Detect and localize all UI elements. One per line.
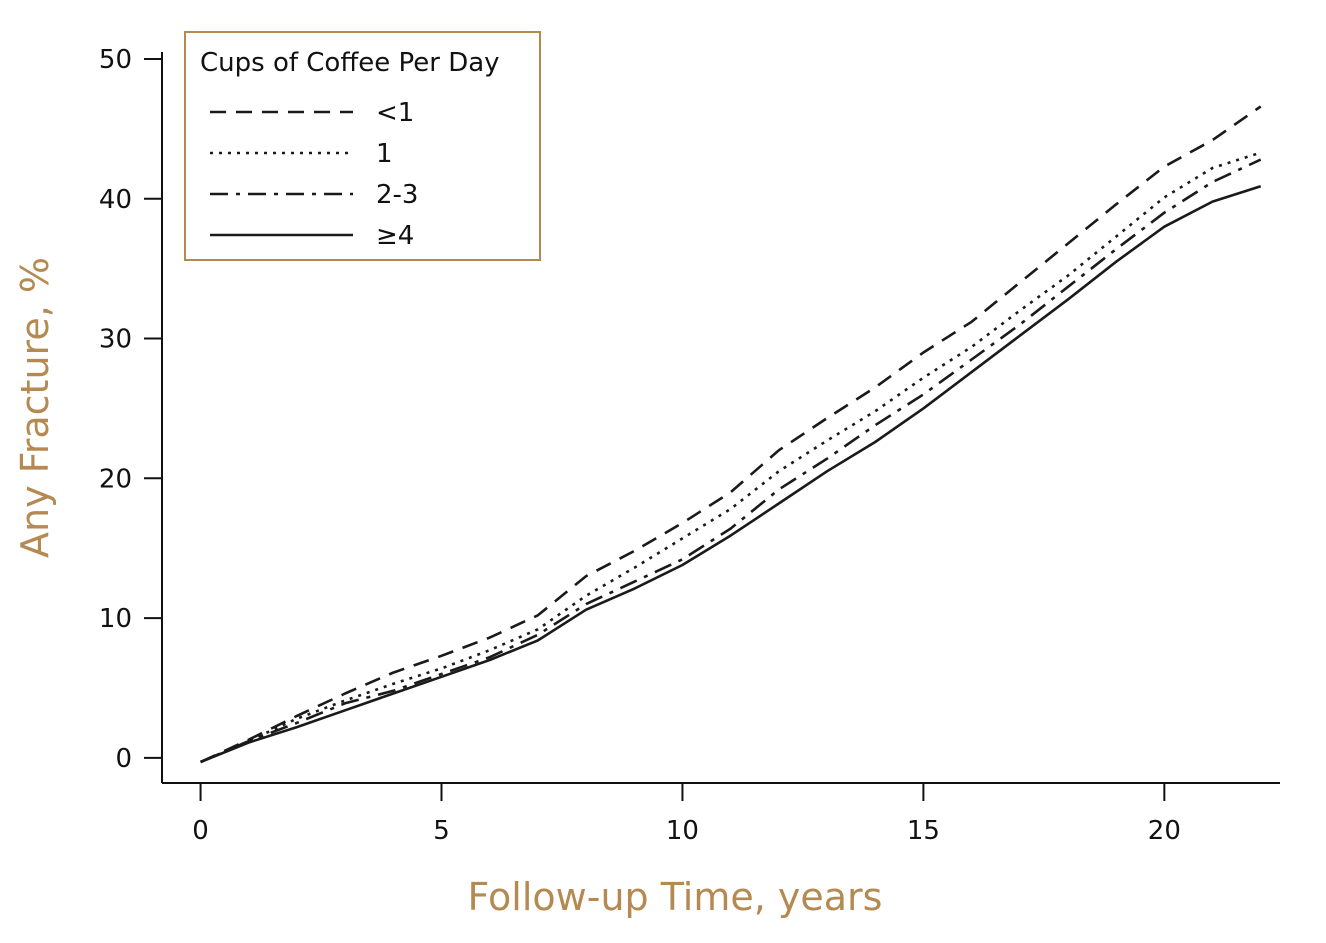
legend-box: [184, 31, 541, 261]
x-tick-label: 0: [192, 816, 209, 846]
series-line-dash-dot: [200, 158, 1262, 764]
x-axis-title: Follow-up Time, years: [468, 875, 883, 919]
legend: Cups of Coffee Per Day <1 1 2-3 ≥4: [184, 31, 541, 261]
x-tick-label: 10: [666, 816, 699, 846]
y-tick-label: 20: [99, 464, 132, 494]
legend-label: ≥4: [376, 221, 414, 251]
x-tick-label: 5: [433, 816, 450, 846]
y-tick-label: 0: [115, 744, 132, 774]
axes: 0 10 20 30 40 50 0 5 10 15 20: [99, 45, 1280, 846]
series-line-dashed: [200, 105, 1262, 764]
y-tick-label: 10: [99, 604, 132, 634]
legend-title: Cups of Coffee Per Day: [200, 48, 500, 78]
series-line-dotted: [200, 151, 1262, 764]
legend-label: <1: [376, 98, 414, 128]
y-tick-label: 50: [99, 45, 132, 75]
y-tick-label: 40: [99, 185, 132, 215]
y-axis-title: Any Fracture, %: [13, 257, 57, 558]
x-tick-label: 15: [907, 816, 940, 846]
series-layer: [200, 105, 1262, 764]
series-line-solid: [200, 184, 1262, 764]
legend-label: 1: [376, 139, 393, 169]
x-tick-label: 20: [1148, 816, 1181, 846]
y-tick-label: 30: [99, 325, 132, 355]
legend-label: 2-3: [376, 180, 418, 210]
